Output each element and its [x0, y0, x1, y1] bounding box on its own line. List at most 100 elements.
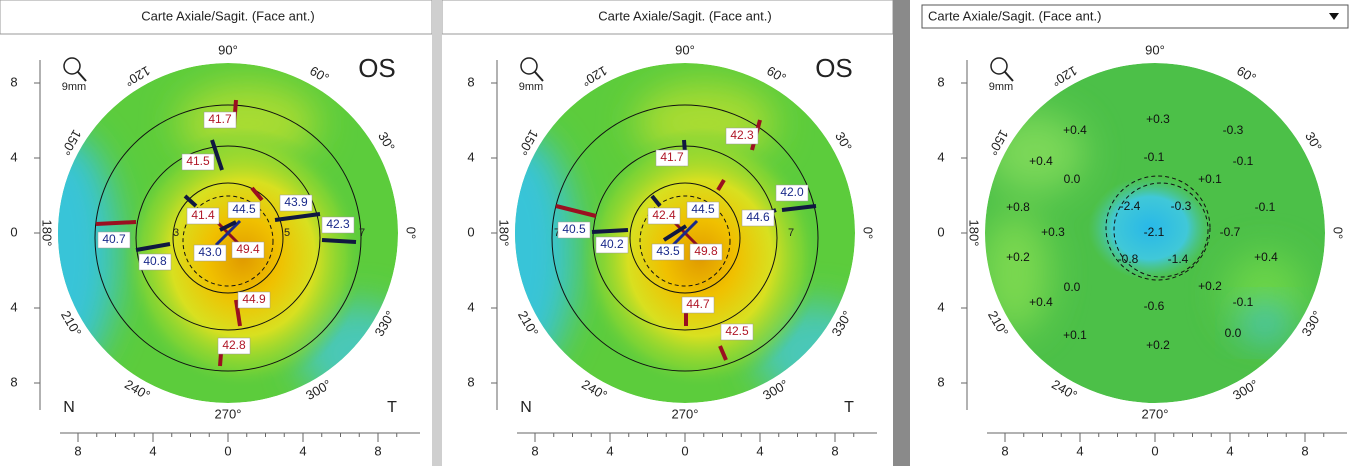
angle-label: 270°	[215, 406, 242, 421]
pupil-ring	[639, 195, 731, 287]
angle-label: 90°	[1145, 42, 1165, 57]
meridian-bar	[650, 194, 662, 208]
reading: 44.6	[746, 210, 770, 224]
x-tick-label: 8	[1001, 443, 1008, 458]
reading-box	[686, 201, 720, 219]
angle-label: 90°	[675, 42, 695, 57]
reading: 41.7	[208, 112, 232, 126]
angle-label: 180°	[497, 220, 512, 247]
center-cross	[214, 219, 242, 247]
reading-box	[186, 207, 220, 225]
reading: 40.7	[102, 232, 126, 246]
reading-box	[138, 253, 172, 271]
meridian-bar	[781, 204, 817, 212]
map-dropdown[interactable]: Carte Axiale/Sagit. (Face ant.)	[921, 4, 1349, 29]
reading-box	[231, 241, 265, 259]
y-tick-label: 8	[937, 74, 944, 89]
reading: 43.5	[656, 244, 680, 258]
reading: -0.6	[1144, 299, 1165, 313]
angle-label: 270°	[1142, 406, 1169, 421]
y-tick-label: 4	[10, 149, 17, 164]
reading: 44.5	[232, 202, 256, 216]
x-tick-label: 8	[1301, 443, 1308, 458]
zone-ring	[172, 182, 284, 294]
reading-box	[97, 231, 131, 249]
reading: +0.2	[1006, 250, 1030, 264]
separator	[432, 0, 442, 466]
topography-map	[58, 63, 398, 403]
reading-box	[203, 111, 237, 129]
reading: 0.0	[1064, 172, 1081, 186]
reading: 44.9	[242, 292, 266, 306]
cold-zone	[1240, 305, 1290, 341]
x-tick-label: 4	[1076, 443, 1083, 458]
reading: 40.5	[562, 222, 586, 236]
y-tick-label: 4	[10, 299, 17, 314]
reading: 40.2	[600, 237, 624, 251]
reading: 0.0	[1064, 280, 1081, 294]
zone-ring	[135, 145, 321, 331]
cold-zone	[515, 133, 575, 373]
reading: 44.7	[686, 297, 710, 311]
meridian-bar	[662, 224, 688, 242]
angle-label: 270°	[672, 406, 699, 421]
scale-label: 9mm	[989, 81, 1013, 93]
reading-box	[193, 244, 227, 262]
dropdown-box[interactable]	[921, 4, 1349, 29]
reading: 41.7	[660, 150, 684, 164]
x-tick-label: 8	[374, 443, 381, 458]
header-bar	[0, 0, 433, 35]
angle-label: 0°	[1331, 227, 1346, 239]
reading-box	[227, 201, 261, 219]
y-tick-label: 4	[937, 149, 944, 164]
reading: 42.8	[222, 338, 246, 352]
separator	[893, 0, 910, 466]
pupil-ring	[1105, 175, 1211, 281]
meridian-bar	[95, 220, 137, 226]
reading: 42.3	[730, 128, 754, 142]
pupil-ring	[182, 195, 274, 287]
reading: -0.7	[1220, 225, 1241, 239]
cold-zone	[58, 133, 118, 373]
reading: +0.4	[1029, 295, 1053, 309]
x-tick-label: 4	[149, 443, 156, 458]
magnifier-handle	[534, 71, 544, 82]
x-tick-label: 8	[74, 443, 81, 458]
x-tick-label: 4	[1226, 443, 1233, 458]
x-tick-label: 0	[681, 443, 688, 458]
reading: -2.1	[1144, 225, 1165, 239]
meridian-bar	[183, 194, 198, 208]
reading: 41.5	[186, 154, 210, 168]
magnifier-handle	[77, 71, 87, 82]
reading: 0.0	[1225, 326, 1242, 340]
y-tick-label: 4	[467, 299, 474, 314]
reading-box	[321, 216, 355, 234]
meridian-bar	[321, 238, 357, 244]
nasal-label: N	[63, 399, 75, 416]
reading: +0.4	[1029, 154, 1053, 168]
scale-label: 9mm	[519, 81, 543, 93]
magnifier	[990, 57, 1008, 75]
y-tick-label: 8	[467, 374, 474, 389]
header-title: Carte Axiale/Sagit. (Face ant.)	[141, 8, 314, 23]
temporal-label: T	[387, 399, 397, 416]
reading: 42.0	[780, 185, 804, 199]
reading-box	[237, 291, 271, 309]
reading-box	[279, 194, 313, 212]
reading-box	[681, 296, 715, 314]
x-tick-label: 8	[831, 443, 838, 458]
reading-box	[647, 207, 681, 225]
x-tick-label: 4	[299, 443, 306, 458]
meridian-bar	[718, 345, 728, 361]
meridian-bar	[591, 228, 629, 234]
reading-box	[725, 127, 759, 145]
meridian-bar	[219, 220, 237, 232]
reading: 42.4	[652, 208, 676, 222]
scale-label: 9mm	[62, 81, 86, 93]
reading: 43.0	[198, 245, 222, 259]
y-tick-label: 0	[937, 224, 944, 239]
topography-map	[985, 63, 1325, 403]
ring-label: 3	[173, 227, 179, 239]
reading: +0.4	[1063, 123, 1087, 137]
